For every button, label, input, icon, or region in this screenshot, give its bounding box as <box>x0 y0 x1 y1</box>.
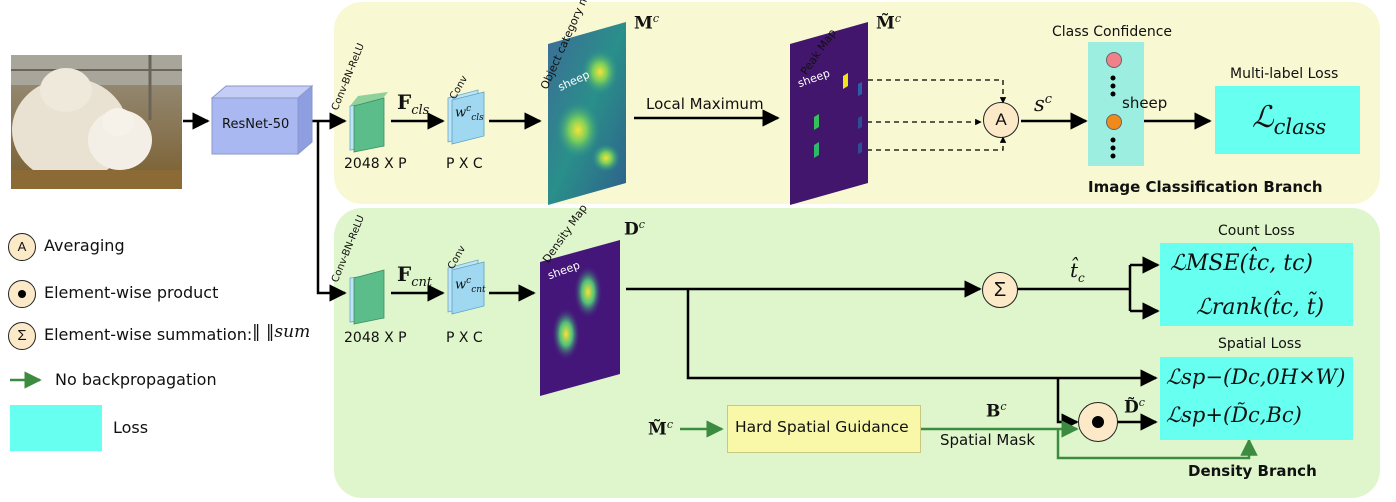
multi-label-loss-title: Multi-label Loss <box>1230 66 1339 82</box>
averaging-op: A <box>983 102 1019 138</box>
multi-label-loss-formula: ℒclass <box>1252 100 1327 139</box>
multi-label-loss-box <box>1215 86 1360 154</box>
legend-product-icon <box>8 280 36 308</box>
hard-spatial-guidance-label: Hard Spatial Guidance <box>735 418 909 436</box>
spatial-loss-2: ℒsp+(D̃c,Bc) <box>1166 403 1302 427</box>
confidence-dot-orange <box>1106 114 1122 130</box>
spatial-loss-box <box>1160 357 1353 440</box>
resnet-label: ResNet-50 <box>222 117 290 132</box>
cls-conv-weight: wccls <box>455 104 484 123</box>
product-op <box>1078 402 1118 442</box>
legend-averaging-icon: A <box>8 233 36 261</box>
density-branch-title: Density Branch <box>1188 462 1317 480</box>
cls-feature-symbol: Fcls <box>397 90 430 118</box>
density-dim2: P X C <box>446 330 483 346</box>
product-dot <box>1092 416 1104 428</box>
legend-product-dot <box>18 290 26 298</box>
legend-loss-label: Loss <box>113 418 149 437</box>
spatial-loss-1: ℒsp−(Dc,0H×W) <box>1166 365 1346 389</box>
density-conv-weight: wccnt <box>455 276 486 295</box>
cls-map-symbol: Mc <box>634 12 659 34</box>
legend-summation-norm: ‖ ‖sum <box>252 322 311 342</box>
guidance-input-symbol: M̃c <box>648 418 673 440</box>
cls-op-label: Local Maximum <box>646 95 764 113</box>
masked-density-symbol: D̃c <box>1124 396 1145 418</box>
legend-loss-swatch <box>10 405 102 451</box>
peak-map-symbol: M̃c <box>876 12 901 34</box>
spatial-mask-label: Spatial Mask <box>940 431 1036 449</box>
score-symbol: sc <box>1034 92 1053 116</box>
confidence-dot-pink <box>1106 52 1122 68</box>
legend-summation-label: Element-wise summation: <box>44 325 253 344</box>
density-feature-symbol: Fcnt <box>397 262 433 290</box>
count-loss-2: ℒrank(t̂c, t̃) <box>1196 295 1325 320</box>
confidence-title: Class Confidence <box>1052 24 1172 40</box>
legend-averaging-label: Averaging <box>44 236 125 255</box>
density-dim1: 2048 X P <box>344 330 407 346</box>
confidence-class: sheep <box>1122 94 1168 112</box>
count-loss-1: ℒMSE(t̂c, tc) <box>1170 251 1313 276</box>
spatial-loss-title: Spatial Loss <box>1218 336 1302 352</box>
summation-op: Σ <box>982 272 1018 308</box>
count-symbol: t̂c <box>1070 258 1085 285</box>
mask-symbol: Bc <box>986 400 1007 422</box>
cls-dim2: P X C <box>446 156 483 172</box>
legend-summation-icon: Σ <box>8 322 36 350</box>
cls-dim1: 2048 X P <box>344 156 407 172</box>
density-map-symbol: Dc <box>624 218 645 240</box>
count-loss-title: Count Loss <box>1218 223 1295 239</box>
legend-product-label: Element-wise product <box>44 283 219 302</box>
legend-no-backprop-label: No backpropagation <box>55 370 217 389</box>
count-loss-box <box>1160 243 1353 326</box>
hard-spatial-guidance-box <box>727 405 921 453</box>
classification-branch-title: Image Classification Branch <box>1088 178 1323 196</box>
